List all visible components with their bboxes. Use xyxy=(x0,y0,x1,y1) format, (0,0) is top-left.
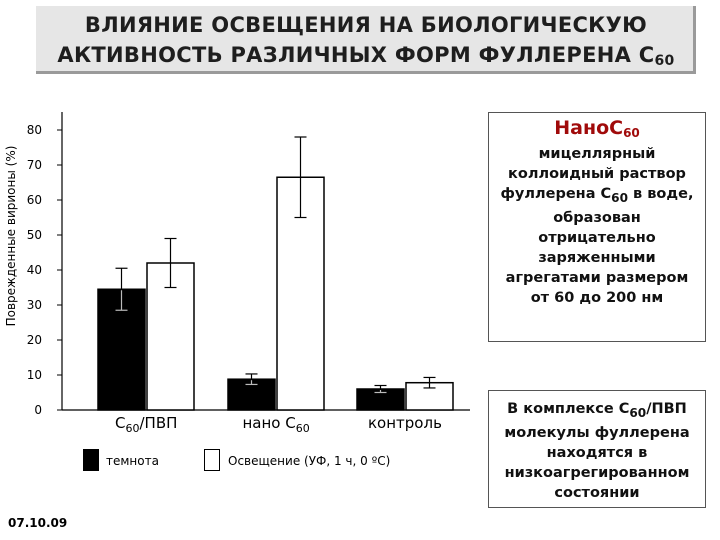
category-label-0: С60/ПВП xyxy=(115,414,177,435)
legend-label-dark: темнота xyxy=(106,454,159,468)
y-tick-label-2: 20 xyxy=(27,333,42,347)
page-title: ВЛИЯНИЕ ОСВЕЩЕНИЯ НА БИОЛОГИЧЕСКУЮ АКТИВ… xyxy=(36,10,696,76)
nano-desc-sub: 60 xyxy=(611,190,628,205)
y-tick-label-3: 30 xyxy=(27,298,42,312)
y-tick-label-5: 50 xyxy=(27,228,42,242)
y-tick-label-6: 60 xyxy=(27,193,42,207)
nano-desc-part-a: мицеллярный коллоидный раствор фуллерена… xyxy=(500,146,686,202)
nano-c60-heading: НаноС60 xyxy=(489,117,705,140)
category-label-suffix: /ПВП xyxy=(139,414,178,432)
legend-swatch-dark xyxy=(83,449,99,471)
category-label-sub: 60 xyxy=(125,422,140,435)
y-axis-label: Поврежденные вирионы (%) xyxy=(4,145,18,327)
pvp-description: В комплексе С60/ПВП молекулы фуллерена н… xyxy=(489,399,705,503)
y-tick-label-4: 40 xyxy=(27,263,42,277)
category-label-1: нано С60 xyxy=(243,414,310,435)
title-line-2: АКТИВНОСТЬ РАЗЛИЧНЫХ ФОРМ ФУЛЛЕРЕНА С60 xyxy=(36,40,696,76)
nano-desc-part-b: в воде, образован отрицательно заряженны… xyxy=(505,186,694,306)
y-tick-label-1: 10 xyxy=(27,368,42,382)
legend-swatch-light xyxy=(204,449,220,471)
title-line-1: ВЛИЯНИЕ ОСВЕЩЕНИЯ НА БИОЛОГИЧЕСКУЮ xyxy=(84,13,648,37)
pvp-desc-part-b: /ПВП молекулы фуллерена находятся в низк… xyxy=(504,401,690,501)
y-tick-label-7: 70 xyxy=(27,158,42,172)
category-label-2: контроль xyxy=(368,414,442,432)
title-subscript: 60 xyxy=(654,53,675,69)
y-tick-label-8: 80 xyxy=(27,123,42,137)
category-label-sub: 60 xyxy=(295,422,310,435)
category-label-text: нано С xyxy=(242,414,296,432)
title-line-2-text: АКТИВНОСТЬ РАЗЛИЧНЫХ ФОРМ ФУЛЛЕРЕНА С xyxy=(57,43,655,67)
nano-heading-text: Нано xyxy=(554,117,610,139)
legend-label-light: Освещение (УФ, 1 ч, 0 ºС) xyxy=(228,454,391,468)
category-label-text: С xyxy=(115,414,126,432)
nano-c60-description: мицеллярный коллоидный раствор фуллерена… xyxy=(489,144,705,308)
pvp-desc-sub: 60 xyxy=(629,405,647,420)
title-panel xyxy=(36,6,696,74)
pvp-desc-part-a: В комплексе С xyxy=(507,401,630,417)
nano-heading-sub: 60 xyxy=(623,126,640,140)
y-tick-label-0: 0 xyxy=(34,403,42,417)
pvp-info-box: В комплексе С60/ПВП молекулы фуллерена н… xyxy=(488,390,706,508)
category-label-text: контроль xyxy=(368,414,442,432)
nano-c60-info-box: НаноС60 мицеллярный коллоидный раствор ф… xyxy=(488,112,706,342)
nano-heading-c: С xyxy=(609,117,624,139)
footer-date: 07.10.09 xyxy=(8,516,68,530)
